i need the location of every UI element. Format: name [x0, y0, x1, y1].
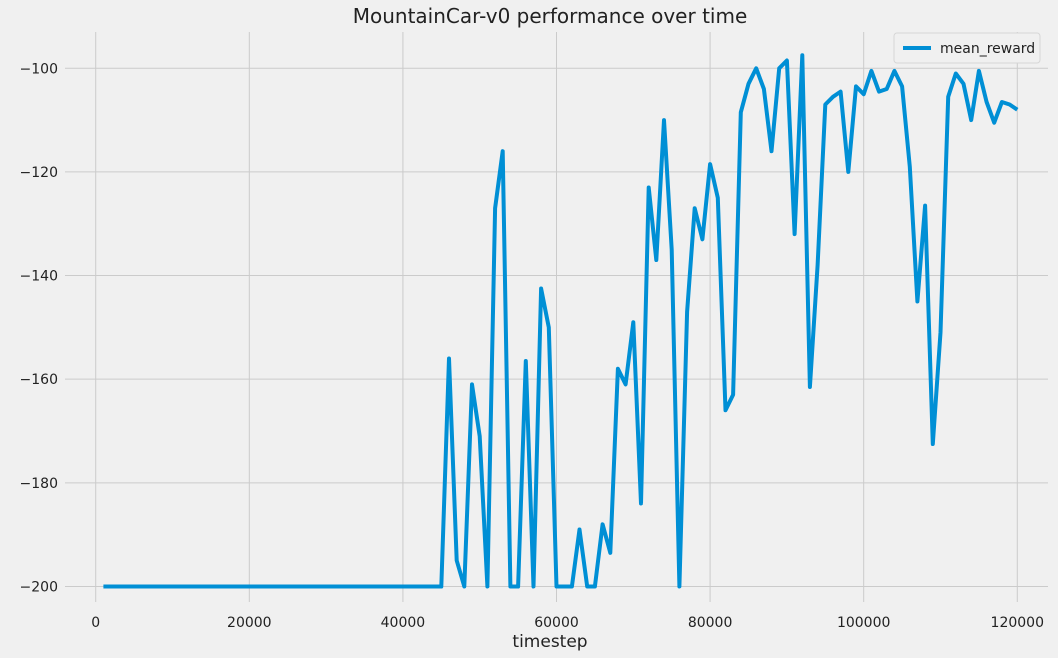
legend-label-mean-reward: mean_reward: [940, 41, 1035, 57]
chart-title: MountainCar-v0 performance over time: [353, 4, 748, 28]
x-tick-label: 100000: [837, 615, 890, 631]
y-tick-label: −200: [20, 579, 58, 595]
x-tick-label: 60000: [534, 615, 579, 631]
x-tick-label: 120000: [991, 615, 1044, 631]
x-tick-label: 0: [91, 615, 100, 631]
x-tick-label: 20000: [227, 615, 272, 631]
legend: mean_reward: [893, 32, 1041, 64]
series-line-mean-reward: [103, 53, 1019, 589]
x-tick-labels: 0 20000 40000 60000 80000 100000 120000: [91, 615, 1044, 631]
y-tick-label: −160: [20, 372, 58, 388]
x-axis-label: timestep: [512, 632, 587, 652]
y-tick-label: −180: [20, 476, 58, 492]
y-tick-labels: −200 −180 −160 −140 −120 −100: [20, 61, 58, 595]
y-tick-label: −100: [20, 61, 58, 77]
x-tick-label: 40000: [381, 615, 426, 631]
series-group: [103, 53, 1019, 589]
x-tick-label: 80000: [688, 615, 733, 631]
legend-box: [893, 32, 1041, 64]
y-tick-label: −140: [20, 269, 58, 285]
y-tick-label: −120: [20, 165, 58, 181]
